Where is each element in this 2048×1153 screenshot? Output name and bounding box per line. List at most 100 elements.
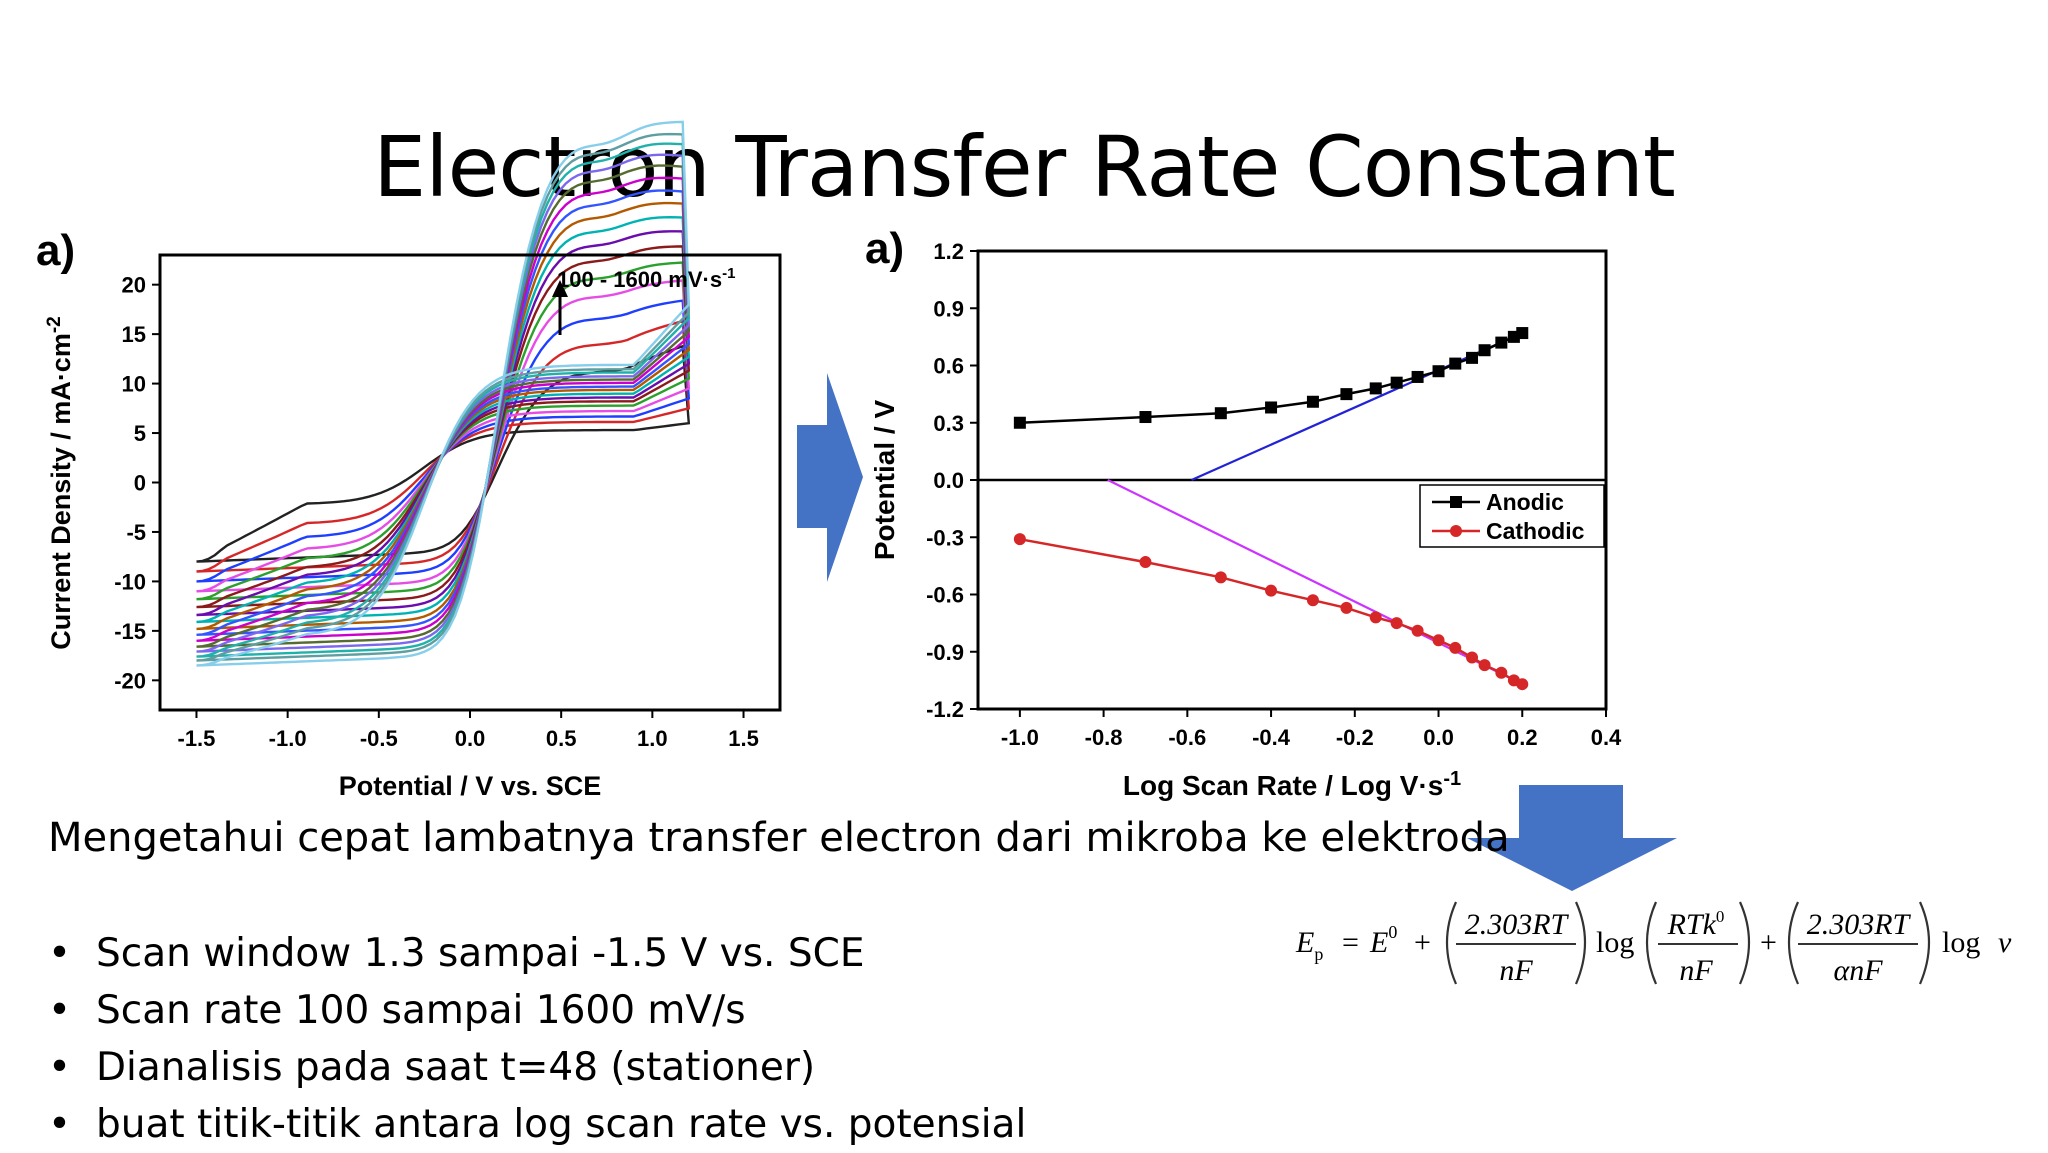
ps-point-anodic — [1013, 416, 1026, 429]
eq-plus-1: + — [1414, 926, 1431, 959]
cv-y-tick-label: 5 — [134, 421, 146, 446]
cv-x-axis-label: Potential / V vs. SCE — [339, 771, 602, 801]
bullet-dot: • — [48, 1045, 72, 1090]
ps-point-cathodic — [1495, 666, 1508, 679]
ps-series-line-anodic — [1019, 331, 1523, 425]
ps-legend: Anodic Cathodic — [1419, 484, 1605, 548]
ps-y-tick-label: -0.6 — [926, 583, 964, 608]
ps-x-axis-label: Log Scan Rate / Log V·s-1 — [1123, 768, 1461, 801]
ps-point-anodic — [1495, 336, 1508, 349]
cv-x-tick-label: -1.0 — [269, 726, 307, 751]
ps-point-cathodic — [1265, 584, 1278, 597]
bullet-text: buat titik-titik antara log scan rate vs… — [96, 1102, 1027, 1147]
eq-equals: = — [1342, 926, 1359, 959]
ps-point-anodic — [1139, 411, 1152, 424]
ps-point-anodic — [1306, 395, 1319, 408]
eq-paren-close-1 — [1574, 901, 1587, 985]
ps-point-cathodic — [1390, 617, 1403, 630]
ps-y-tick-label: -0.9 — [926, 640, 964, 665]
bullet-item: • Scan rate 100 sampai 1600 mV/s — [48, 982, 1026, 1039]
ps-point-cathodic — [1411, 624, 1424, 637]
ps-y-tick-label: 0.0 — [933, 468, 964, 493]
cv-y-tick-label: -15 — [114, 619, 146, 644]
ps-point-cathodic — [1478, 659, 1491, 672]
cv-annotation-arrowhead — [552, 280, 568, 297]
ps-y-tick-label: 0.6 — [933, 354, 964, 379]
cv-curve — [196, 279, 691, 593]
ps-x-tick-label: -0.8 — [1085, 725, 1123, 750]
ps-point-anodic — [1369, 382, 1382, 395]
cv-curve — [196, 230, 691, 617]
cv-curve — [196, 176, 691, 642]
rate-equation: Ep = E0 + 2.303RT nF log RTk0 nF + 2.303… — [1295, 901, 2012, 987]
cv-curve — [196, 120, 691, 667]
cv-y-tick-label: -10 — [114, 569, 146, 594]
bullet-text: Scan window 1.3 sampai -1.5 V vs. SCE — [96, 931, 865, 976]
eq-var: v — [1998, 926, 2012, 959]
eq-paren-close-2 — [1738, 901, 1751, 985]
ps-x-tick-label: -1.0 — [1001, 725, 1039, 750]
ps-legend-box — [1419, 484, 1605, 548]
eq-paren-open-3 — [1787, 901, 1800, 985]
bullet-item: • Dianalisis pada saat t=48 (stationer) — [48, 1039, 1026, 1096]
cv-x-tick-label: 0.5 — [546, 726, 577, 751]
bullet-dot: • — [48, 1102, 72, 1147]
cv-y-tick-label: 15 — [122, 322, 146, 347]
cv-curve — [196, 153, 691, 653]
ps-x-tick-label: -0.2 — [1336, 725, 1374, 750]
ps-x-tick-label: -0.6 — [1168, 725, 1206, 750]
cv-curve — [196, 319, 691, 573]
bullet-list: • Scan window 1.3 sampai -1.5 V vs. SCE •… — [48, 925, 1026, 1153]
ps-point-cathodic — [1139, 556, 1152, 569]
eq-frac1-den: nF — [1499, 954, 1533, 987]
cv-curve — [196, 189, 691, 636]
ps-panel-label: a) — [865, 224, 904, 273]
ps-y-axis-label: Potential / V — [869, 400, 900, 561]
right-arrow-body — [797, 373, 863, 582]
ps-point-anodic — [1214, 407, 1227, 420]
ps-legend-anodic-label: Anodic — [1486, 489, 1564, 515]
ps-point-anodic — [1411, 370, 1424, 383]
eq-log-1: log — [1596, 926, 1634, 959]
ps-point-anodic — [1516, 327, 1529, 340]
eq-paren-open-1 — [1445, 901, 1458, 985]
cv-y-tick-label: -5 — [126, 520, 146, 545]
ps-y-tick-label: -1.2 — [926, 697, 964, 722]
eq-frac2-den: nF — [1679, 954, 1713, 987]
eq-frac3-num: 2.303RT — [1807, 908, 1912, 941]
bullet-item: • buat titik-titik antara log scan rate v… — [48, 1096, 1026, 1153]
ps-y-tick-label: 1.2 — [933, 239, 964, 264]
ps-x-tick-label: 0.0 — [1423, 725, 1454, 750]
ps-y-tick-label: 0.9 — [933, 296, 964, 321]
cv-x-tick-label: 1.5 — [728, 726, 759, 751]
bullet-dot: • — [48, 931, 72, 976]
eq-paren-close-3 — [1918, 901, 1931, 985]
ps-series-line-cathodic — [1019, 537, 1523, 686]
bullet-text: Dianalisis pada saat t=48 (stationer) — [96, 1045, 816, 1090]
cv-annotation: 100 - 1600 mV·s-1 — [557, 265, 735, 292]
slide-title: Electron Transfer Rate Constant — [373, 118, 1676, 216]
ps-x-tick-label: -0.4 — [1252, 725, 1291, 750]
down-arrow-body — [1467, 785, 1677, 891]
right-arrow-shape — [797, 373, 863, 582]
ps-point-cathodic — [1013, 533, 1026, 546]
ps-point-anodic — [1265, 401, 1278, 414]
cv-curve — [196, 245, 691, 609]
cv-chart: a) -1.5 -1.0 -0.5 0.0 0.5 1.0 1.5 20 15 10 5 0 -5 -1… — [36, 120, 782, 801]
ps-x-tick-label: 0.4 — [1591, 725, 1622, 750]
ps-legend-cathodic-label: Cathodic — [1486, 518, 1585, 544]
cv-curve — [196, 164, 691, 648]
ps-point-cathodic — [1432, 634, 1445, 647]
cv-curves — [196, 120, 691, 667]
ps-point-anodic — [1432, 365, 1445, 378]
cv-y-tick-label: 0 — [134, 471, 146, 496]
ps-point-cathodic — [1306, 594, 1319, 607]
ps-point-cathodic — [1516, 678, 1529, 691]
down-arrow-shape — [1467, 785, 1677, 891]
cv-panel-label: a) — [36, 226, 75, 275]
ps-y-tick-label: -0.3 — [926, 525, 964, 550]
ps-point-cathodic — [1466, 651, 1479, 664]
ps-legend-cathodic-marker — [1450, 525, 1462, 537]
ps-point-cathodic — [1340, 601, 1353, 614]
ps-y-tick-label: 0.3 — [933, 411, 964, 436]
